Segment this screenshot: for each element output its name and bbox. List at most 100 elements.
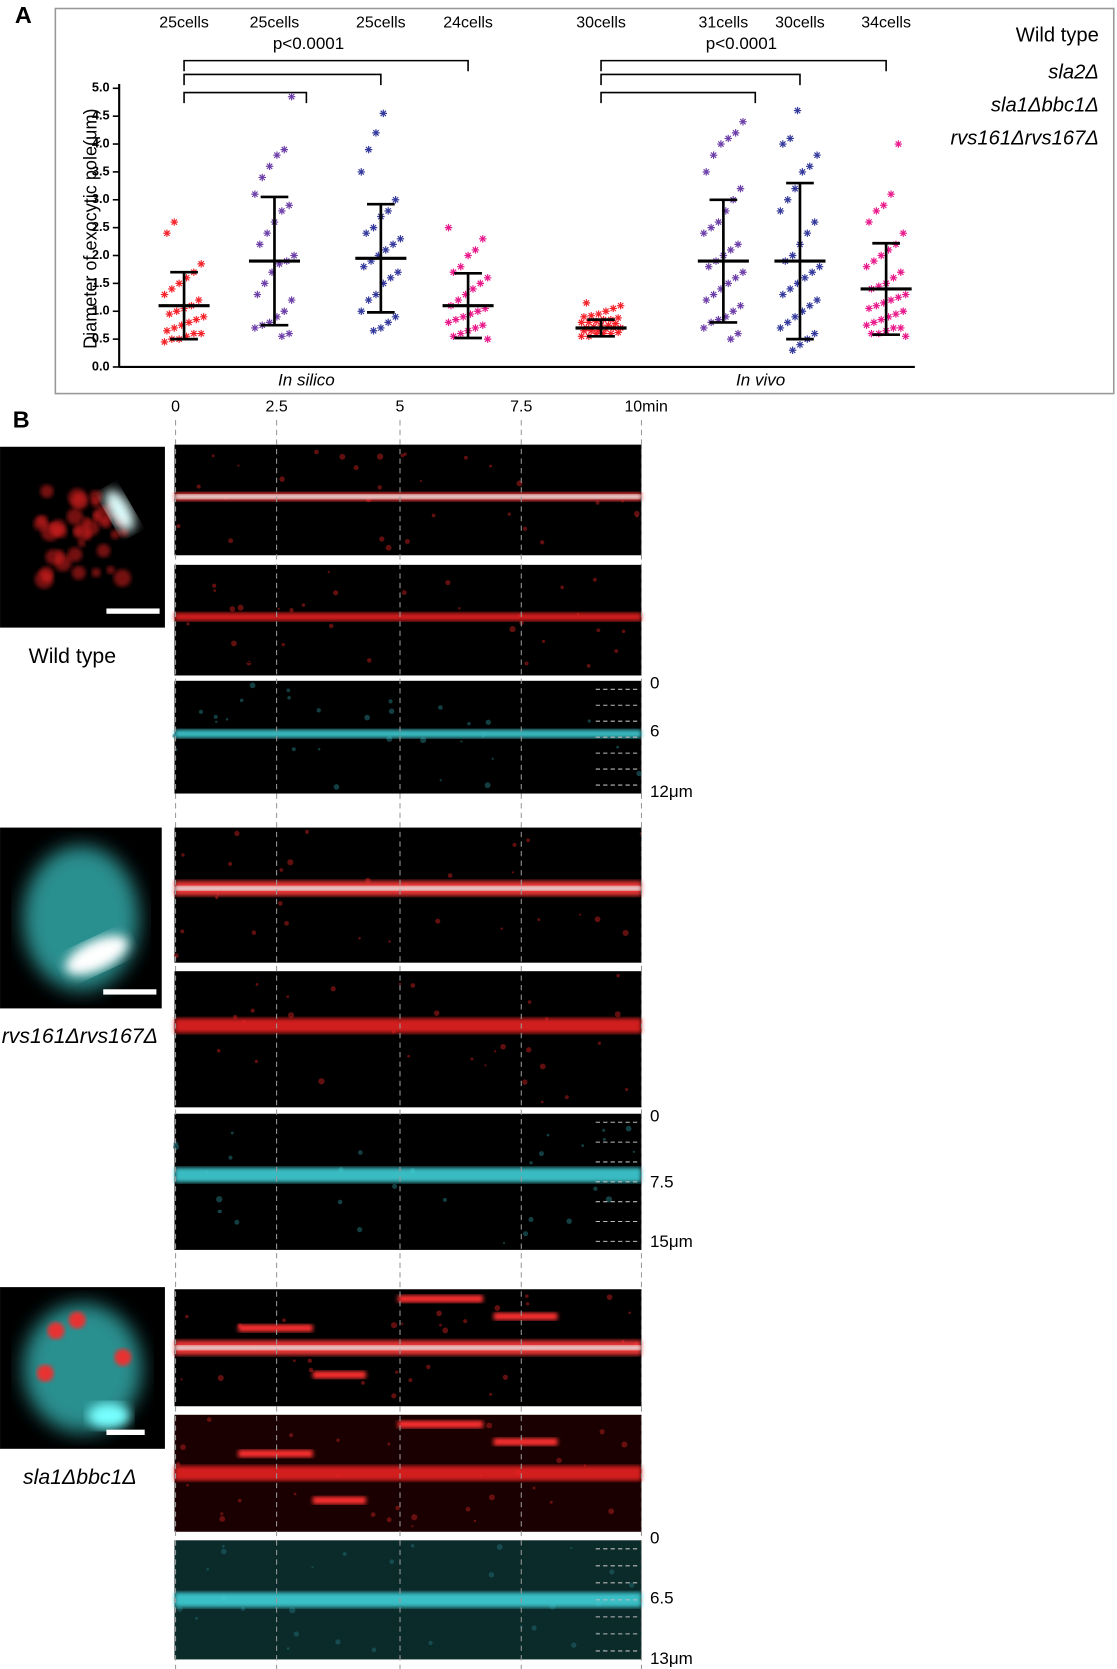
signal-speck <box>522 526 528 531</box>
signal-speck <box>614 649 619 654</box>
signal-speck <box>635 514 639 518</box>
data-point <box>391 313 400 321</box>
y-tick-label: 4.0 <box>92 135 110 150</box>
signal-speck <box>579 913 582 916</box>
data-point <box>587 327 595 335</box>
data-point <box>798 307 807 315</box>
data-point <box>369 327 378 335</box>
data-point <box>280 307 288 315</box>
data-point <box>263 229 271 237</box>
kymograph <box>174 971 642 1108</box>
panel-b: 0 2.5 5 7.5 10min Wild type Endocytosis Exocyto… <box>0 399 693 1669</box>
data-point <box>449 268 458 276</box>
signal-speck <box>212 583 217 588</box>
signal-speck <box>566 1218 572 1224</box>
signal-speck <box>206 1567 210 1571</box>
data-point <box>396 235 405 243</box>
signal-speck <box>571 1642 577 1648</box>
data-point <box>702 296 710 304</box>
signal-speck <box>211 454 215 458</box>
group-label: In silico <box>278 370 335 389</box>
data-point <box>808 268 816 276</box>
data-point <box>877 315 885 324</box>
signal-speck <box>527 1000 532 1004</box>
cell-count: 30cells <box>775 15 825 32</box>
data-point <box>714 315 723 324</box>
kymograph-streak <box>312 1371 366 1379</box>
data-point <box>887 296 895 304</box>
scale-label: 15μm <box>650 1232 693 1251</box>
signal-speck <box>602 1128 606 1132</box>
signal-speck <box>185 1314 189 1319</box>
signal-speck <box>339 453 346 460</box>
signal-speck <box>318 1078 325 1085</box>
signal-speck <box>525 1302 530 1306</box>
data-point <box>784 318 792 327</box>
p-value: p<0.0001 <box>273 34 344 53</box>
y-tick-label: 3.0 <box>92 191 110 206</box>
signal-speck <box>537 918 541 922</box>
signal-speck <box>436 1310 442 1317</box>
data-point <box>160 290 169 299</box>
signal-speck <box>587 719 591 723</box>
data-point <box>806 162 814 171</box>
data-point <box>700 229 708 237</box>
data-point <box>175 279 183 288</box>
data-point <box>160 338 169 346</box>
signal-speck <box>173 953 179 959</box>
signal-speck <box>246 660 252 666</box>
signal-speck <box>549 1500 553 1504</box>
data-point <box>788 346 797 354</box>
signal-speck <box>358 937 361 940</box>
data-point <box>173 307 181 315</box>
signal-speck <box>316 708 321 713</box>
data-point <box>702 168 710 176</box>
signal-speck <box>435 918 441 924</box>
signal-speck <box>540 1100 544 1104</box>
data-point <box>585 318 593 327</box>
signal-spot <box>66 508 84 525</box>
signal-speck <box>388 708 395 714</box>
data-point <box>722 313 730 321</box>
group-label: In vivo <box>736 370 785 389</box>
signal-speck <box>287 696 291 700</box>
signal-speck <box>500 1043 506 1050</box>
data-point <box>444 223 453 232</box>
data-point <box>461 290 470 299</box>
signal-speck <box>367 658 372 663</box>
signal-speck <box>307 1358 313 1363</box>
signal-speck <box>385 544 392 551</box>
cell-count: 25cells <box>159 15 209 32</box>
legend-entry: sla2Δ <box>1048 62 1099 84</box>
signal-speck <box>398 982 402 986</box>
signal-speck <box>388 699 393 704</box>
data-point <box>367 257 375 265</box>
data-point <box>251 190 259 198</box>
data-point <box>806 301 814 310</box>
signal-speck <box>438 705 443 710</box>
signal-speck <box>597 1041 602 1045</box>
signal-spot <box>68 1311 86 1329</box>
signal-spot <box>110 529 120 540</box>
signal-speck <box>599 1429 605 1435</box>
y-tick-label: 2.5 <box>92 219 110 234</box>
scale-bar <box>106 608 160 614</box>
signal-spot <box>71 565 86 580</box>
data-point <box>700 324 708 332</box>
signal-speck <box>186 1483 189 1487</box>
data-point <box>362 229 370 237</box>
signal-speck <box>180 1444 186 1451</box>
data-point <box>389 240 397 249</box>
signal-spot <box>47 1322 65 1340</box>
data-point <box>483 274 492 282</box>
signal-speck <box>581 1144 585 1148</box>
signal-speck <box>213 589 217 592</box>
data-point <box>875 282 883 290</box>
signal-speck <box>328 623 334 629</box>
significance-bracket <box>183 59 469 72</box>
kymograph-streak <box>238 1449 313 1458</box>
data-point <box>729 307 737 315</box>
data-point <box>471 246 480 254</box>
signal-speck <box>289 608 294 613</box>
